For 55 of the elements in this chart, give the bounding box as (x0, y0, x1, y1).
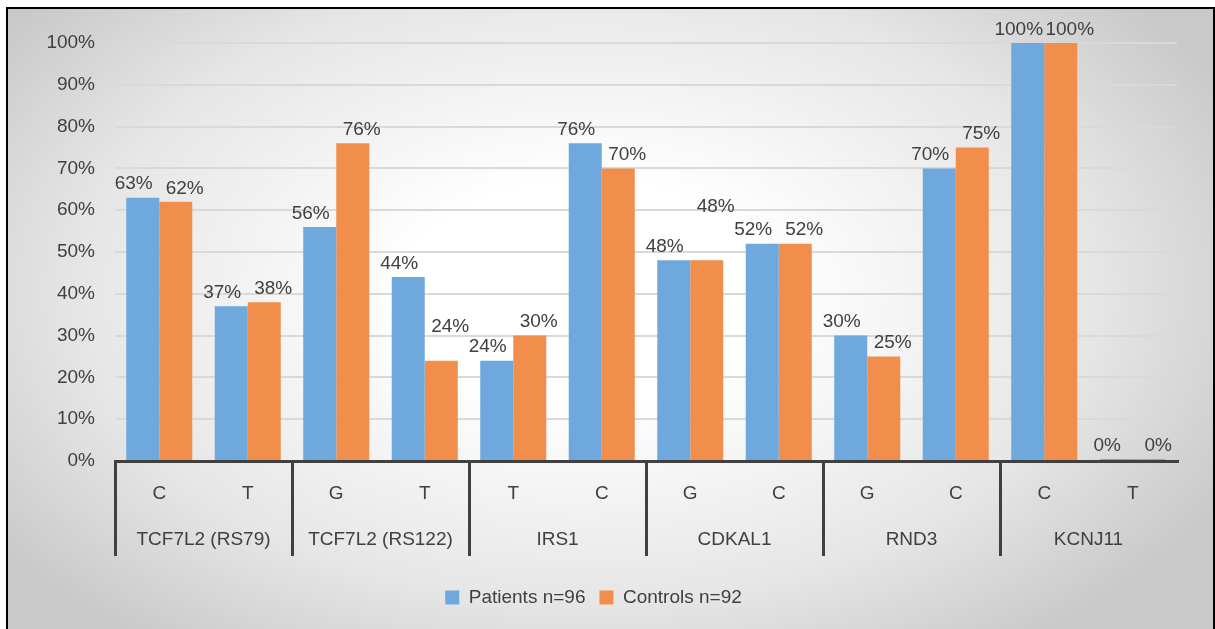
y-tick-label: 80% (56, 114, 96, 136)
data-label: 76% (557, 118, 596, 140)
y-tick-label: 10% (56, 407, 96, 429)
x-tick-label: G (682, 481, 698, 503)
text: KCNJ11 (1053, 528, 1124, 550)
data-label: 62% (165, 176, 204, 198)
x-tick-label: T (241, 481, 254, 503)
y-tick-label: 20% (56, 365, 96, 387)
data-label: 52% (785, 218, 824, 240)
data-label: 30% (822, 310, 861, 332)
x-tick-label: C (1037, 481, 1052, 503)
data-label: 37% (203, 281, 242, 303)
x-tick-label: G (859, 481, 875, 503)
data-label: 48% (645, 235, 684, 257)
text: IRS1 (536, 528, 579, 550)
y-tick-label: 70% (56, 156, 96, 178)
data-label: 70% (911, 143, 950, 165)
text: RND3 (885, 528, 938, 550)
y-tick-label: 40% (56, 282, 96, 304)
data-label: 48% (696, 195, 735, 217)
data-label: 100% (994, 17, 1044, 39)
data-label: 44% (380, 251, 419, 273)
legend-label: Patients n=96 (468, 585, 586, 607)
data-label: 30% (519, 310, 558, 332)
text: TCF7L2 (RS122) (308, 528, 453, 550)
data-label: 100% (1045, 17, 1095, 39)
data-label: 76% (342, 118, 381, 140)
data-label: 70% (608, 143, 647, 165)
y-tick-label: 90% (56, 73, 96, 95)
text: TCF7L2 (RS79) (136, 528, 271, 550)
x-tick-label: C (771, 481, 786, 503)
data-label: 38% (254, 276, 293, 298)
x-tick-label: T (418, 481, 431, 503)
data-label: 75% (962, 122, 1001, 144)
y-tick-label: 30% (56, 323, 96, 345)
data-label: 24% (468, 335, 507, 357)
y-tick-label: 50% (56, 240, 96, 262)
y-tick-label: 100% (46, 31, 96, 53)
y-tick-label: 60% (56, 198, 96, 220)
data-label: 0% (1144, 433, 1173, 455)
y-tick-label: 0% (67, 449, 96, 471)
data-label: 24% (431, 315, 470, 337)
data-label: 0% (1093, 433, 1122, 455)
x-tick-label: G (328, 481, 344, 503)
x-tick-label: T (507, 481, 520, 503)
data-label: 52% (734, 218, 773, 240)
text: CDKAL1 (697, 528, 772, 550)
legend-label: Controls n=92 (622, 585, 742, 607)
x-tick-label: C (948, 481, 963, 503)
x-tick-label: C (594, 481, 609, 503)
x-tick-label: T (1126, 481, 1139, 503)
data-label: 25% (873, 331, 912, 353)
x-tick-label: C (152, 481, 167, 503)
data-label: 63% (114, 172, 153, 194)
data-label: 56% (291, 201, 330, 223)
